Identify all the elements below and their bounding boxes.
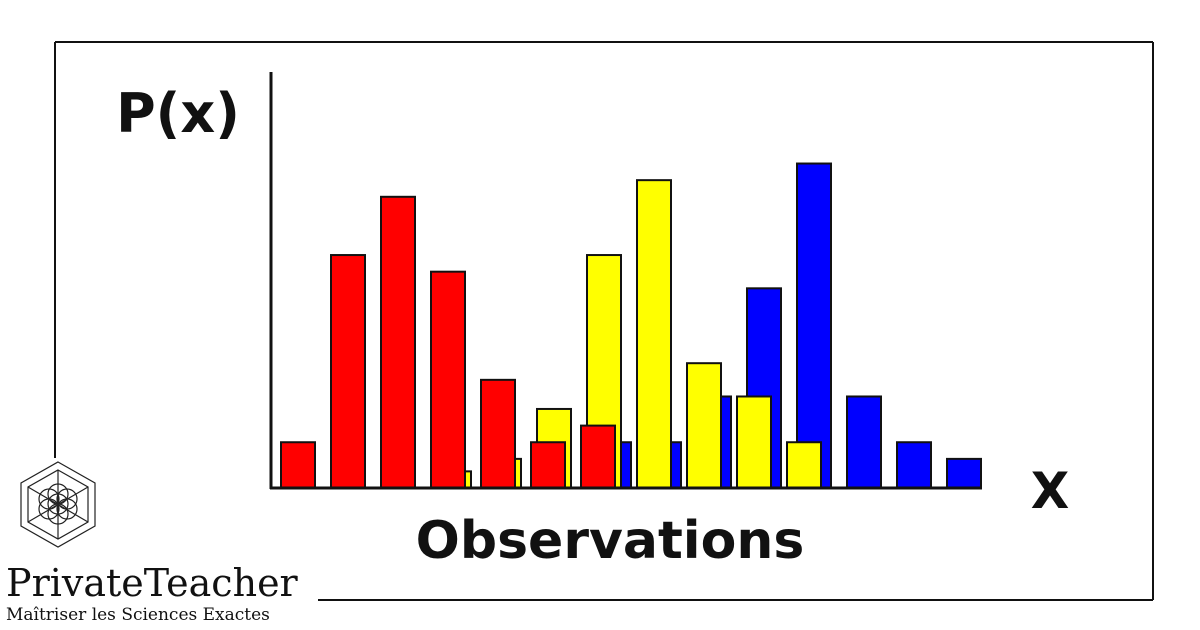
bar bbox=[686, 362, 722, 490]
bar bbox=[846, 395, 882, 490]
bar bbox=[796, 162, 832, 490]
bar bbox=[330, 254, 366, 489]
bar bbox=[380, 195, 416, 490]
bar bbox=[786, 441, 822, 489]
y-axis-label: P(x) bbox=[116, 82, 240, 145]
bar bbox=[736, 395, 772, 490]
bar bbox=[896, 441, 932, 489]
bar bbox=[636, 179, 672, 489]
brand-name: PrivateTeacher bbox=[6, 561, 299, 605]
bar bbox=[580, 424, 616, 490]
bar bbox=[480, 378, 516, 489]
x-axis-title: Observations bbox=[416, 511, 805, 571]
brand-tagline: Maîtriser les Sciences Exactes bbox=[6, 605, 270, 625]
bar bbox=[280, 441, 316, 489]
bar bbox=[530, 441, 566, 489]
bars bbox=[280, 162, 982, 490]
x-axis-label: X bbox=[1031, 462, 1070, 520]
bar bbox=[430, 270, 466, 489]
logo-icon bbox=[20, 461, 96, 548]
bar bbox=[946, 457, 982, 490]
